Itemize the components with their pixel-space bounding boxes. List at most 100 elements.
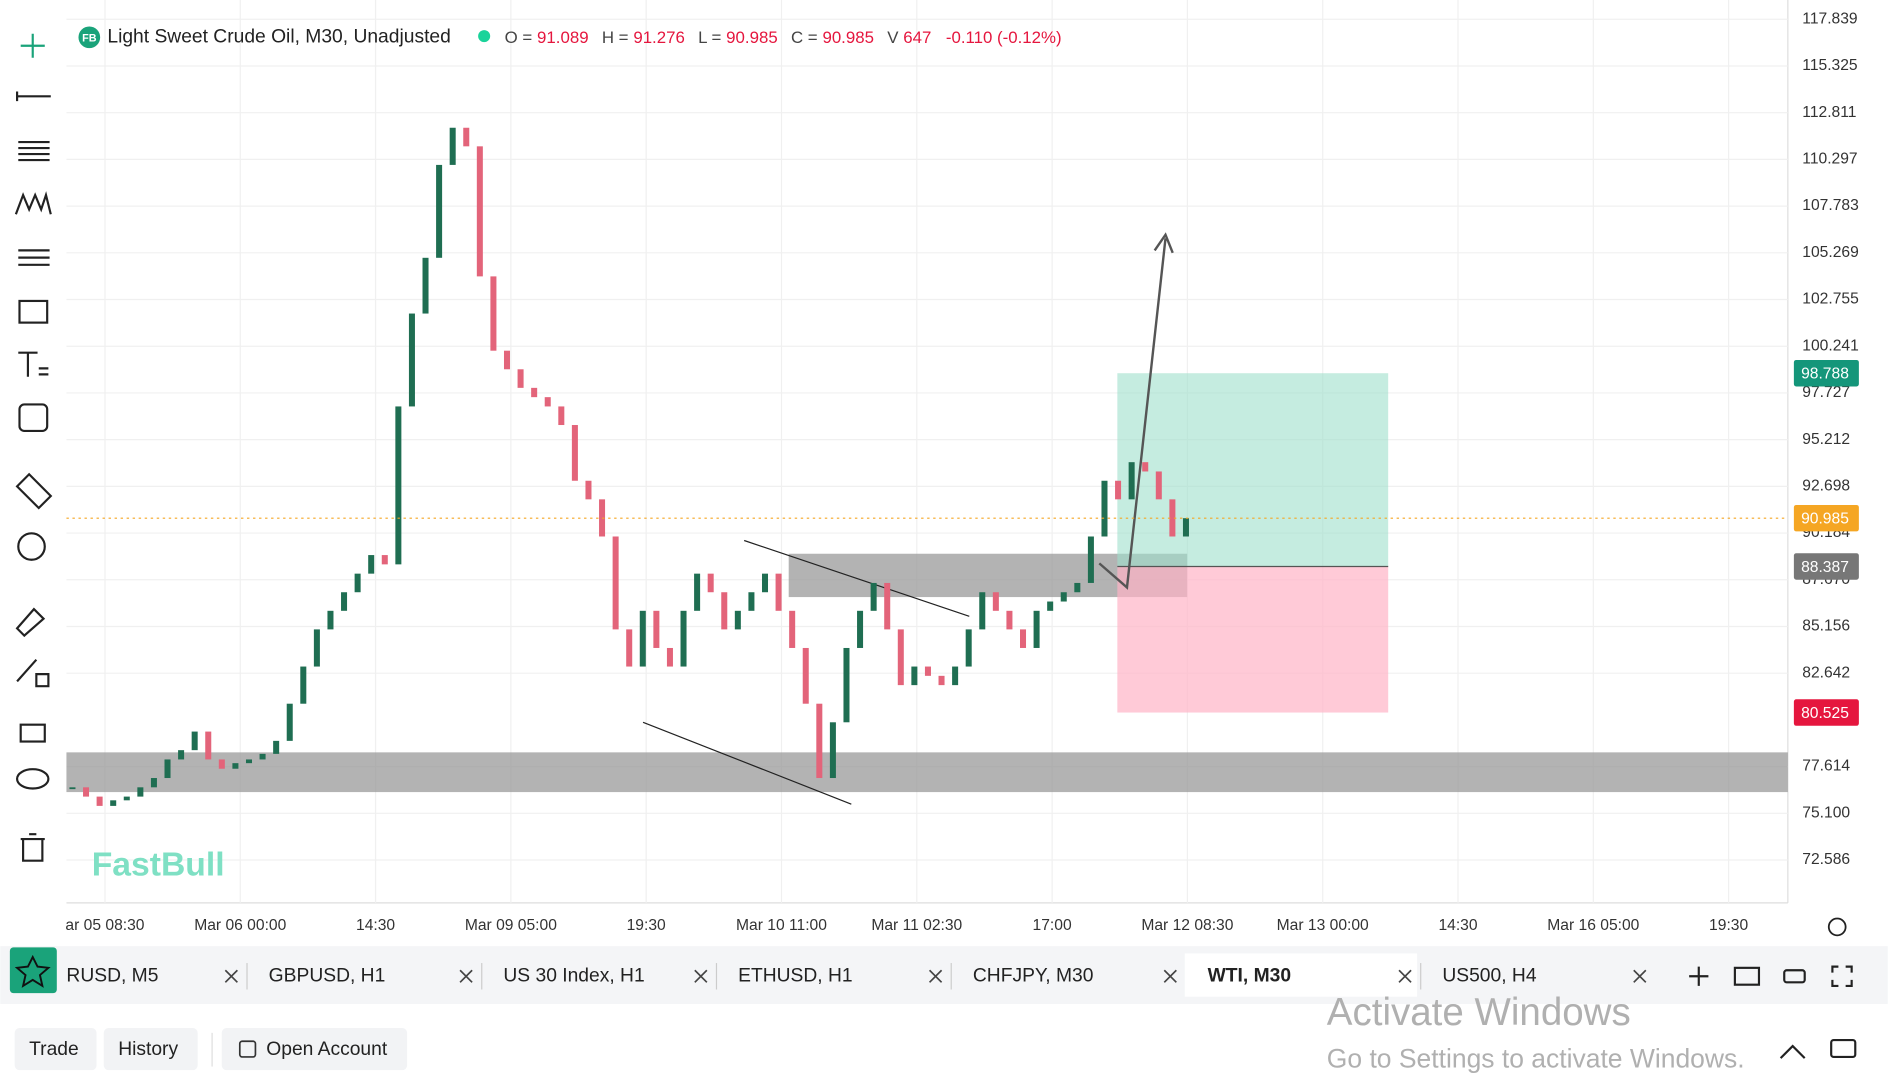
settings[interactable] <box>1827 917 1847 937</box>
collapse[interactable] <box>1779 1044 1806 1059</box>
window[interactable] <box>1783 969 1806 984</box>
candle <box>843 647 850 723</box>
field-value: 91.089 <box>537 28 589 47</box>
support-zone <box>66 752 1788 793</box>
candle <box>639 610 646 667</box>
candle <box>218 759 225 769</box>
candle <box>205 731 212 760</box>
change: -0.110 (-0.12%) <box>946 28 1062 47</box>
candle <box>1115 480 1122 500</box>
panel[interactable] <box>1830 1038 1857 1059</box>
field-label: C = <box>791 28 818 47</box>
candle <box>924 666 931 676</box>
delete-tool[interactable] <box>20 833 45 862</box>
add-tab[interactable] <box>1689 966 1709 986</box>
field-label: L = <box>698 28 721 47</box>
candle <box>408 313 415 407</box>
x-tick-label: ar 05 08:30 <box>65 917 144 934</box>
button[interactable] <box>103 1028 198 1071</box>
price-badge <box>1793 553 1859 580</box>
tab-close[interactable] <box>224 969 238 983</box>
line-tool[interactable] <box>16 91 51 102</box>
ruler-tool[interactable] <box>15 472 53 510</box>
trend-line <box>743 539 970 617</box>
tab-close[interactable] <box>694 969 708 983</box>
layout[interactable] <box>1733 966 1761 986</box>
candle <box>164 759 171 779</box>
candle <box>422 257 429 314</box>
candle <box>300 666 307 704</box>
button[interactable] <box>221 1028 408 1071</box>
candle <box>1047 601 1054 611</box>
x-tick-label: Mar 10 11:00 <box>736 917 827 934</box>
candle <box>870 582 877 611</box>
candle <box>829 722 836 779</box>
lock-tool[interactable] <box>19 723 46 743</box>
x-tick-label: 14:30 <box>356 917 395 934</box>
tab[interactable]: US 30 Index, H1 <box>503 965 644 986</box>
field-value: 90.985 <box>726 28 778 47</box>
x-tick-label: 19:30 <box>627 917 666 934</box>
tab[interactable]: GBPUSD, H1 <box>269 965 386 986</box>
fib-tool[interactable] <box>18 140 50 162</box>
emoji-tool[interactable] <box>18 403 49 433</box>
candle <box>721 592 728 630</box>
fullscreen[interactable] <box>1831 965 1853 987</box>
symbol: Light Sweet Crude Oil, M30, Unadjusted <box>107 26 450 47</box>
projection-arrow <box>1098 232 1174 590</box>
price-badge <box>1793 504 1859 532</box>
tab-active <box>1184 953 1418 997</box>
tab-close[interactable] <box>1398 969 1412 983</box>
x-tick-label: Mar 11 02:30 <box>871 917 962 934</box>
candle <box>381 555 388 565</box>
tab[interactable]: RUSD, M5 <box>66 965 158 986</box>
logo-badge <box>78 26 101 49</box>
magnet-tool[interactable] <box>15 607 46 638</box>
candle <box>110 800 117 806</box>
visibility-tool[interactable] <box>16 768 50 790</box>
toolbar <box>14 33 53 862</box>
tab[interactable]: ETHUSD, H1 <box>738 965 852 986</box>
tab[interactable]: US500, H4 <box>1442 965 1536 986</box>
button[interactable] <box>14 1028 97 1071</box>
zoom-tool[interactable] <box>17 532 46 561</box>
field-value: 90.985 <box>822 28 874 47</box>
tab-close[interactable] <box>459 969 473 983</box>
x-tick-label: Mar 16 05:00 <box>1547 917 1639 934</box>
candle <box>666 647 673 667</box>
tab-close[interactable] <box>1633 969 1647 983</box>
candle <box>938 675 945 686</box>
tab[interactable]: CHFJPY, M30 <box>973 965 1094 986</box>
x-tick-label: 14:30 <box>1438 917 1477 934</box>
rect-tool[interactable] <box>18 299 49 324</box>
layout-controls <box>1689 965 1853 987</box>
candle <box>436 164 443 258</box>
crosshair-tool[interactable] <box>20 33 45 58</box>
text-tool[interactable] <box>18 351 49 377</box>
tab-close[interactable] <box>1163 969 1177 983</box>
tab[interactable]: WTI, M30 <box>1208 965 1291 986</box>
channel-tool[interactable] <box>18 249 50 266</box>
y-tick-label: 72.586 <box>1802 851 1850 868</box>
candle <box>1074 582 1081 593</box>
tab-bar <box>0 946 1888 1004</box>
price-badge-label: 80.525 <box>1801 705 1849 722</box>
candle <box>558 406 565 426</box>
lock-draw-tool[interactable] <box>16 658 50 688</box>
candle <box>1169 499 1176 537</box>
tab-close[interactable] <box>928 969 943 983</box>
candle <box>490 276 497 351</box>
pattern-tool[interactable] <box>14 191 52 215</box>
candle <box>761 573 769 593</box>
y-tick-label: 112.811 <box>1802 104 1856 121</box>
button-label: Open Account <box>266 1039 388 1060</box>
y-tick-label: 102.755 <box>1802 291 1859 308</box>
candle <box>544 397 551 407</box>
candle <box>911 666 918 686</box>
favorites[interactable] <box>9 947 57 994</box>
y-tick-label: 82.642 <box>1802 664 1850 681</box>
button-label: Trade <box>29 1039 79 1060</box>
candle <box>259 753 266 760</box>
